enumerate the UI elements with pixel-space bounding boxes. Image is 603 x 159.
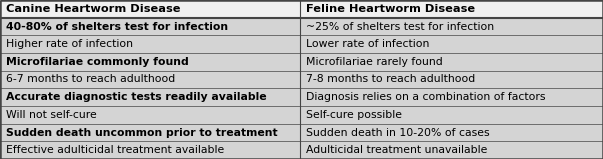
Bar bbox=[0, 106, 300, 124]
Bar bbox=[0, 141, 300, 159]
Bar bbox=[0, 88, 300, 106]
Text: Effective adulticidal treatment available: Effective adulticidal treatment availabl… bbox=[6, 145, 224, 155]
Text: Canine Heartworm Disease: Canine Heartworm Disease bbox=[6, 4, 180, 14]
Text: Microfilariae commonly found: Microfilariae commonly found bbox=[6, 57, 189, 67]
Bar bbox=[300, 106, 603, 124]
Bar bbox=[300, 88, 603, 106]
Text: Accurate diagnostic tests readily available: Accurate diagnostic tests readily availa… bbox=[6, 92, 267, 102]
Bar bbox=[300, 18, 603, 35]
Text: 7-8 months to reach adulthood: 7-8 months to reach adulthood bbox=[306, 75, 475, 84]
Bar bbox=[0, 53, 300, 71]
Text: Feline Heartworm Disease: Feline Heartworm Disease bbox=[306, 4, 475, 14]
Bar bbox=[0, 71, 300, 88]
Bar bbox=[300, 53, 603, 71]
Text: Higher rate of infection: Higher rate of infection bbox=[6, 39, 133, 49]
Bar bbox=[300, 141, 603, 159]
Text: 6-7 months to reach adulthood: 6-7 months to reach adulthood bbox=[6, 75, 175, 84]
Bar bbox=[300, 35, 603, 53]
Bar bbox=[0, 18, 300, 35]
Bar bbox=[0, 124, 300, 141]
Bar bbox=[300, 71, 603, 88]
Text: Lower rate of infection: Lower rate of infection bbox=[306, 39, 429, 49]
Text: Sudden death uncommon prior to treatment: Sudden death uncommon prior to treatment bbox=[6, 128, 277, 138]
Bar bbox=[300, 124, 603, 141]
Text: Self-cure possible: Self-cure possible bbox=[306, 110, 402, 120]
Text: 40-80% of shelters test for infection: 40-80% of shelters test for infection bbox=[6, 21, 228, 31]
Bar bbox=[0, 0, 300, 18]
Text: ~25% of shelters test for infection: ~25% of shelters test for infection bbox=[306, 21, 494, 31]
Text: Will not self-cure: Will not self-cure bbox=[6, 110, 96, 120]
Text: Adulticidal treatment unavailable: Adulticidal treatment unavailable bbox=[306, 145, 487, 155]
Text: Sudden death in 10-20% of cases: Sudden death in 10-20% of cases bbox=[306, 128, 490, 138]
Bar bbox=[0, 35, 300, 53]
Text: Diagnosis relies on a combination of factors: Diagnosis relies on a combination of fac… bbox=[306, 92, 545, 102]
Text: Microfilariae rarely found: Microfilariae rarely found bbox=[306, 57, 443, 67]
Bar bbox=[300, 0, 603, 18]
